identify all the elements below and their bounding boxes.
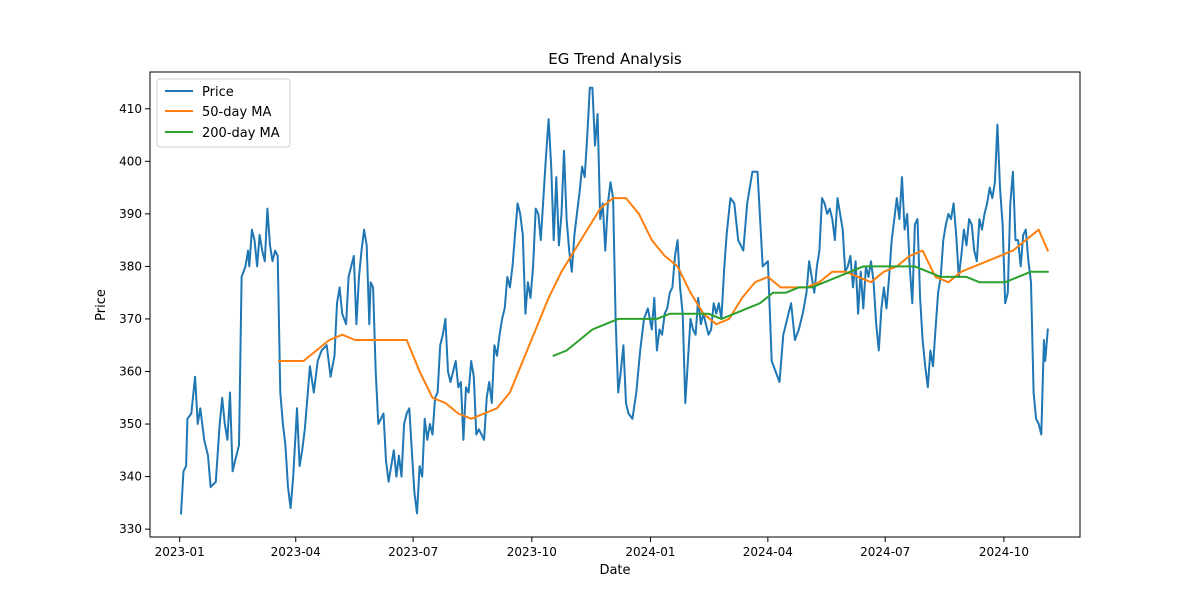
y-tick-label: 360 (119, 364, 142, 378)
y-tick-label: 370 (119, 312, 142, 326)
x-tick-label: 2023-04 (271, 545, 321, 559)
x-tick-label: 2023-07 (388, 545, 438, 559)
legend-label-ma50: 50-day MA (202, 105, 271, 120)
y-tick-label: 340 (119, 470, 142, 484)
x-axis-label: Date (599, 563, 630, 578)
y-tick-label: 380 (119, 259, 142, 273)
legend-label-ma200: 200-day MA (202, 126, 280, 141)
y-tick-label: 400 (119, 154, 142, 168)
legend-label-price: Price (202, 85, 234, 100)
series-line-ma200 (552, 265, 1049, 358)
x-tick-label: 2023-01 (155, 545, 205, 559)
y-axis-label: Price (94, 289, 109, 321)
series-line-ma50 (278, 197, 1050, 420)
x-tick-label: 2024-04 (743, 545, 793, 559)
y-tick-label: 390 (119, 207, 142, 221)
y-tick-label: 330 (119, 522, 142, 536)
y-tick-label: 350 (119, 417, 142, 431)
x-tick-label: 2024-10 (979, 545, 1029, 559)
x-tick-label: 2024-07 (860, 545, 910, 559)
y-axis: 330 340 350 360 370 380 390 400 410 (119, 102, 150, 536)
x-tick-label: 2023-10 (507, 545, 557, 559)
plot-frame (149, 71, 1081, 538)
chart-title: EG Trend Analysis (548, 50, 682, 68)
series-layer (179, 86, 1050, 515)
legend: Price 50-day MA 200-day MA (156, 78, 291, 148)
legend-box (156, 78, 291, 148)
y-tick-label: 410 (119, 102, 142, 116)
x-axis: 2023-01 2023-04 2023-07 2023-10 2024-01 2024-… (155, 537, 1029, 559)
x-tick-label: 2024-01 (625, 545, 675, 559)
